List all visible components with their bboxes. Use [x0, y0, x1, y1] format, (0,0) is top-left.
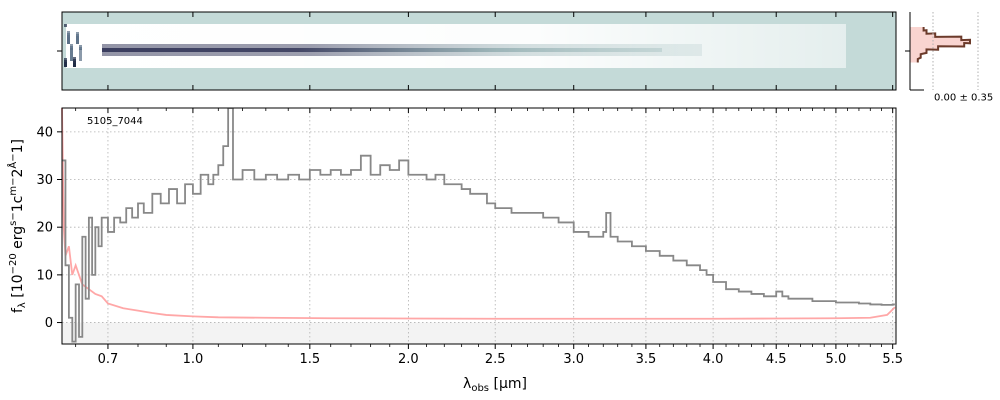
spatial-profile-panel: 0.00 ± 0.35 [905, 12, 993, 103]
spectrum-1d-panel: 0.7 1.0 1.5 2.0 2.5 3.0 3.5 4.0 4.5 5.0 5.5 0 10 20 30… [6, 107, 903, 394]
profile-fill [910, 27, 970, 63]
spec2d-noise-pixel [64, 24, 67, 27]
x-tick-label: 4.5 [766, 352, 787, 367]
x-tick-label: 5.0 [826, 352, 847, 367]
x-tick-label: 1.0 [183, 352, 204, 367]
y-tick-label: 40 [36, 125, 53, 140]
spec2d-trace [102, 48, 662, 52]
spec2d-noise-pixel [76, 32, 79, 44]
plot-area [62, 108, 896, 344]
x-axis-label: λobs [μm] [463, 376, 527, 394]
spec2d-noise-pixel [79, 45, 82, 50]
x-tick-label: 5.5 [882, 352, 903, 367]
spec2d-noise-pixel [73, 57, 76, 67]
x-tick-label: 2.5 [485, 352, 506, 367]
spectrum-2d-panel [57, 11, 897, 91]
profile-line [916, 27, 971, 63]
x-tick-label: 3.0 [563, 352, 584, 367]
x-tick-label: 4.0 [703, 352, 724, 367]
profile-annotation: 0.00 ± 0.35 [934, 92, 993, 103]
error-series [61, 107, 896, 320]
spec2d-noise-pixel [67, 31, 70, 44]
spec2d-noise-pixel [79, 49, 82, 61]
x-tick-label: 3.5 [636, 352, 657, 367]
flux-series [62, 108, 895, 343]
spec2d-noise-pixel [64, 58, 67, 67]
spec2d-noise-pixel [70, 44, 73, 50]
spec2d-noise-pixel [70, 48, 73, 61]
y-tick-label: 30 [36, 173, 53, 188]
object-id-label: 5105_7044 [87, 116, 143, 127]
zero-band [62, 322, 896, 344]
plot-frame [61, 107, 897, 345]
y-tick-label: 10 [36, 268, 53, 283]
x-tick-label: 1.5 [299, 352, 320, 367]
y-tick-label: 20 [36, 221, 53, 236]
x-tick-label: 2.0 [398, 352, 419, 367]
y-tick-label: 0 [45, 316, 53, 331]
x-tick-label: 0.7 [98, 352, 119, 367]
y-axis-label: fλ [10−20 ergs−1cm−2Å−1] [6, 139, 28, 313]
